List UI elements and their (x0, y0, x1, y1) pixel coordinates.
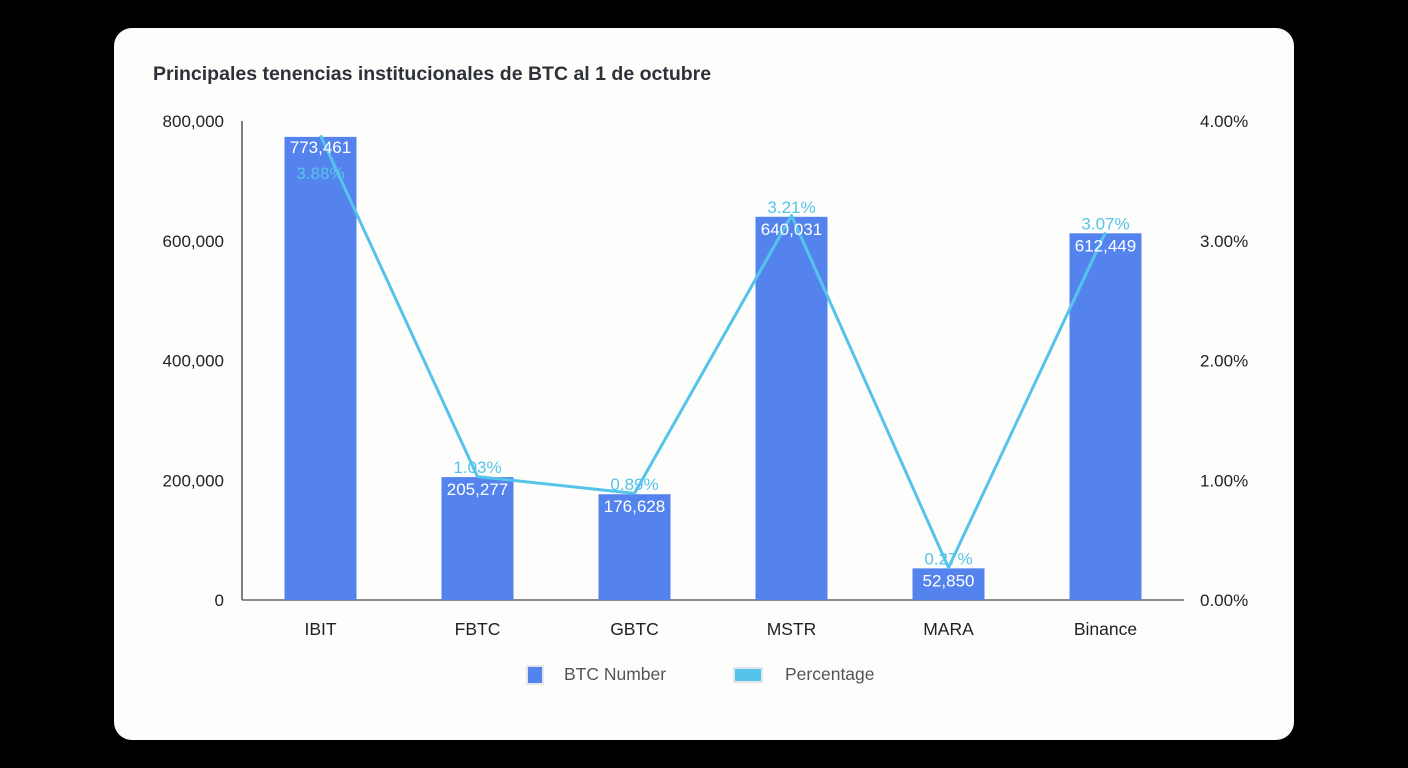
legend-swatch-line-icon (733, 666, 763, 683)
percentage-label: 0.27% (924, 549, 972, 568)
x-tick: MARA (923, 619, 974, 639)
y-left-tick: 0 (215, 591, 224, 610)
y-left-tick: 200,000 (163, 471, 224, 490)
x-tick: Binance (1074, 619, 1137, 639)
bar-mara[interactable] (912, 568, 985, 600)
bar-value-label: 176,628 (604, 497, 665, 516)
percentage-label: 3.88% (296, 164, 344, 183)
bar-binance[interactable] (1069, 233, 1142, 601)
percentage-label: 3.07% (1081, 214, 1129, 233)
chart-title: Principales tenencias institucionales de… (153, 63, 712, 85)
chart-card: Principales tenencias institucionales de… (114, 28, 1294, 740)
legend-item-btc-number[interactable]: BTC Number (526, 664, 666, 685)
bar-fbtc[interactable] (441, 477, 514, 600)
y-right-tick: 3.00% (1200, 232, 1248, 251)
percentage-label: 1.03% (453, 458, 501, 477)
y-right-tick: 1.00% (1200, 471, 1248, 490)
x-tick: MSTR (767, 619, 817, 639)
x-tick: GBTC (610, 619, 659, 639)
bar-value-label: 52,850 (923, 571, 975, 590)
bar-value-label: 612,449 (1075, 236, 1136, 255)
percentage-label: 3.21% (767, 198, 815, 217)
bar-mstr[interactable] (755, 216, 828, 600)
y-left-tick: 400,000 (163, 352, 224, 371)
legend-swatch-bar-icon (526, 664, 544, 685)
percentage-line[interactable] (319, 134, 1107, 570)
bar-value-label: 640,031 (761, 220, 822, 239)
bar-value-label: 773,461 (290, 138, 351, 157)
legend-item-percentage[interactable]: Percentage (733, 664, 875, 685)
x-tick: FBTC (455, 619, 501, 639)
y-right-tick: 0.00% (1200, 591, 1248, 610)
legend-label: Percentage (785, 664, 875, 684)
bar-ibit[interactable] (284, 136, 357, 600)
legend-label: BTC Number (564, 664, 667, 684)
chart-plot: 0 200,000 400,000 600,000 800,000 0.00% 1.00% 2… (163, 112, 1249, 639)
bar-value-label: 205,277 (447, 480, 508, 499)
y-right-tick: 2.00% (1200, 352, 1248, 371)
y-left-tick: 800,000 (163, 112, 224, 131)
y-right-tick: 4.00% (1200, 112, 1248, 131)
y-left-tick: 600,000 (163, 232, 224, 251)
x-tick: IBIT (304, 619, 336, 639)
bar-gbtc[interactable] (598, 494, 671, 600)
percentage-label: 0.89% (610, 475, 658, 494)
